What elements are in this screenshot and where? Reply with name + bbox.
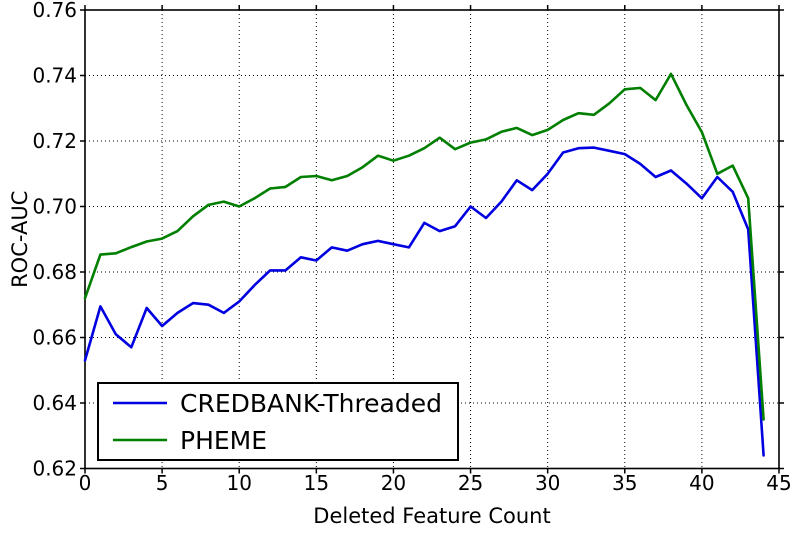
series-line-credbank-threaded (83, 146, 765, 457)
legend: CREDBANK-Threaded PHEME (97, 382, 459, 461)
y-axis-label: ROC-AUC (8, 191, 32, 288)
x-tick-label: 20 (381, 471, 406, 495)
x-tick-label: 5 (156, 471, 169, 495)
y-tick-label: 0.74 (32, 64, 77, 88)
y-tick-label: 0.72 (32, 129, 77, 153)
x-tick-label: 15 (304, 471, 329, 495)
x-tick-label: 0 (79, 471, 92, 495)
x-tick-label: 45 (766, 471, 791, 495)
y-tick-label: 0.62 (32, 457, 77, 481)
y-tick-label: 0.70 (32, 195, 77, 219)
plot-frame (84, 9, 780, 470)
legend-label-pheme: PHEME (180, 426, 267, 455)
axis-ticks (80, 5, 784, 474)
series-line-pheme (83, 72, 765, 421)
x-tick-label: 30 (535, 471, 560, 495)
y-tick-label: 0.64 (32, 391, 77, 415)
x-axis-label: Deleted Feature Count (313, 504, 550, 528)
y-tick-label: 0.68 (32, 260, 77, 284)
x-tick-label: 25 (458, 471, 483, 495)
y-tick-label: 0.66 (32, 326, 77, 350)
y-tick-label: 0.76 (32, 0, 77, 22)
grid (85, 10, 779, 469)
x-tick-label: 10 (226, 471, 251, 495)
x-tick-label: 40 (689, 471, 714, 495)
x-tick-label: 35 (612, 471, 637, 495)
legend-box (97, 382, 459, 461)
legend-label-credbank-threaded: CREDBANK-Threaded (180, 389, 442, 418)
